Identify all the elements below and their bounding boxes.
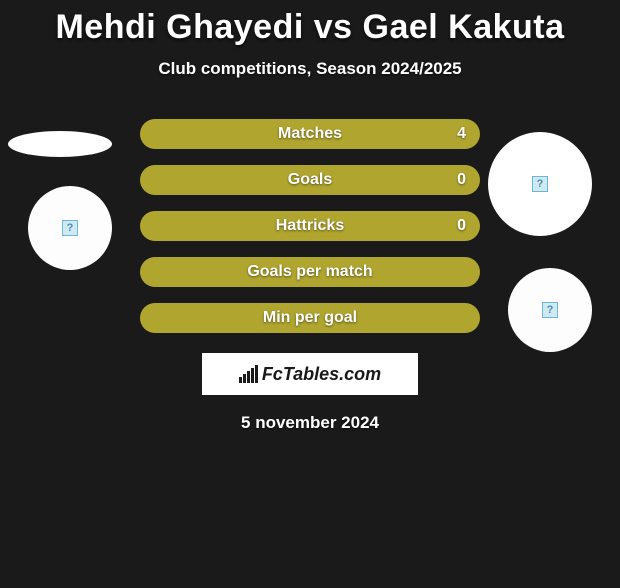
image-placeholder-icon: ? [532, 176, 548, 192]
stat-label: Goals [288, 171, 332, 189]
player-avatar-right-2: ? [508, 268, 592, 352]
player-avatar-left-2: ? [28, 186, 112, 270]
image-placeholder-icon: ? [62, 220, 78, 236]
stat-row-goals: Goals 0 [140, 165, 480, 195]
stat-label: Matches [278, 125, 342, 143]
player-avatar-left-1 [8, 131, 112, 157]
stat-row-matches: Matches 4 [140, 119, 480, 149]
player-avatar-right-1: ? [488, 132, 592, 236]
stat-label: Hattricks [276, 217, 344, 235]
stat-row-goals-per-match: Goals per match [140, 257, 480, 287]
stat-row-min-per-goal: Min per goal [140, 303, 480, 333]
logo-text: FcTables.com [262, 364, 381, 385]
subtitle: Club competitions, Season 2024/2025 [0, 59, 620, 79]
stat-row-hattricks: Hattricks 0 [140, 211, 480, 241]
stat-label: Goals per match [247, 263, 372, 281]
image-placeholder-icon: ? [542, 302, 558, 318]
fctables-logo: FcTables.com [202, 353, 418, 395]
stat-value: 4 [457, 125, 466, 143]
bars-icon [239, 365, 258, 383]
date-label: 5 november 2024 [0, 413, 620, 433]
page-title: Mehdi Ghayedi vs Gael Kakuta [0, 8, 620, 47]
stat-value: 0 [457, 171, 466, 189]
stat-value: 0 [457, 217, 466, 235]
stat-label: Min per goal [263, 309, 357, 327]
